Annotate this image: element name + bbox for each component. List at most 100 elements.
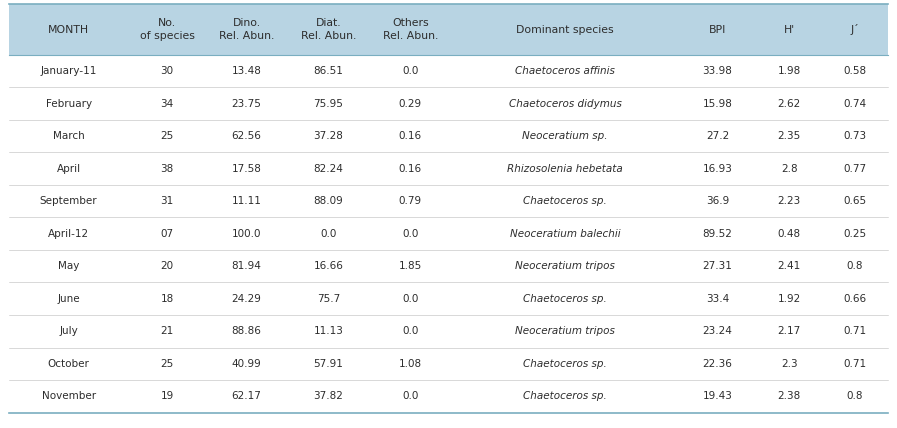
Text: 0.0: 0.0	[402, 326, 419, 336]
Text: Neoceratium balechii: Neoceratium balechii	[509, 229, 621, 239]
Bar	[9, 152, 888, 185]
Text: March: March	[53, 131, 84, 141]
Text: 34: 34	[161, 98, 174, 109]
Text: 0.65: 0.65	[843, 196, 867, 206]
Text: 30: 30	[161, 66, 174, 76]
Text: 0.0: 0.0	[402, 229, 419, 239]
Text: 22.36: 22.36	[702, 359, 732, 369]
Text: 0.25: 0.25	[843, 229, 867, 239]
Text: 0.74: 0.74	[843, 98, 867, 109]
Text: 75.95: 75.95	[314, 98, 344, 109]
Text: 62.17: 62.17	[231, 391, 262, 401]
Text: 36.9: 36.9	[706, 196, 729, 206]
Text: 13.48: 13.48	[231, 66, 262, 76]
Text: 0.58: 0.58	[843, 66, 867, 76]
Text: 1.08: 1.08	[399, 359, 422, 369]
Text: 31: 31	[161, 196, 174, 206]
Text: 2.38: 2.38	[778, 391, 801, 401]
Text: Chaetoceros didymus: Chaetoceros didymus	[509, 98, 622, 109]
Bar	[9, 87, 888, 120]
Text: 2.17: 2.17	[778, 326, 801, 336]
Text: 11.13: 11.13	[314, 326, 344, 336]
Text: 1.85: 1.85	[399, 261, 422, 271]
Text: July: July	[59, 326, 78, 336]
Text: Neoceratium tripos: Neoceratium tripos	[515, 261, 615, 271]
Text: 24.29: 24.29	[231, 294, 262, 304]
Text: 0.8: 0.8	[847, 391, 863, 401]
Text: 0.0: 0.0	[320, 229, 336, 239]
Text: Chaetoceros sp.: Chaetoceros sp.	[523, 391, 607, 401]
Text: Neoceratium sp.: Neoceratium sp.	[522, 131, 608, 141]
Text: May: May	[58, 261, 79, 271]
Text: 100.0: 100.0	[232, 229, 261, 239]
Text: No.
of species: No. of species	[140, 18, 195, 41]
Text: 88.09: 88.09	[314, 196, 344, 206]
Text: 33.98: 33.98	[702, 66, 732, 76]
Text: 0.79: 0.79	[399, 196, 422, 206]
Bar	[9, 250, 888, 282]
Bar	[9, 315, 888, 348]
Text: 86.51: 86.51	[314, 66, 344, 76]
Text: 27.2: 27.2	[706, 131, 729, 141]
Text: February: February	[46, 98, 91, 109]
Text: 82.24: 82.24	[314, 163, 344, 174]
Text: J´: J´	[850, 24, 859, 35]
Text: 0.73: 0.73	[843, 131, 867, 141]
Text: 0.71: 0.71	[843, 326, 867, 336]
Text: Diat.
Rel. Abun.: Diat. Rel. Abun.	[300, 18, 356, 41]
Text: September: September	[39, 196, 98, 206]
Text: 15.98: 15.98	[702, 98, 732, 109]
Text: 0.29: 0.29	[399, 98, 422, 109]
Text: 07: 07	[161, 229, 174, 239]
Text: 1.92: 1.92	[778, 294, 801, 304]
Text: 18: 18	[161, 294, 174, 304]
Text: 16.93: 16.93	[702, 163, 732, 174]
Text: Chaetoceros sp.: Chaetoceros sp.	[523, 294, 607, 304]
Bar	[9, 217, 888, 250]
Text: 37.82: 37.82	[314, 391, 344, 401]
Text: October: October	[48, 359, 90, 369]
Text: 88.86: 88.86	[231, 326, 262, 336]
Text: November: November	[41, 391, 96, 401]
Text: Chaetoceros sp.: Chaetoceros sp.	[523, 359, 607, 369]
Text: 0.16: 0.16	[399, 163, 422, 174]
Text: 2.41: 2.41	[778, 261, 801, 271]
Text: 37.28: 37.28	[314, 131, 344, 141]
Text: 81.94: 81.94	[231, 261, 262, 271]
Text: 0.48: 0.48	[778, 229, 801, 239]
Text: 0.8: 0.8	[847, 261, 863, 271]
Text: Chaetoceros sp.: Chaetoceros sp.	[523, 196, 607, 206]
Text: April-12: April-12	[48, 229, 89, 239]
Text: BPI: BPI	[709, 24, 727, 35]
Text: 57.91: 57.91	[314, 359, 344, 369]
Text: Others
Rel. Abun.: Others Rel. Abun.	[383, 18, 438, 41]
Text: Neoceratium tripos: Neoceratium tripos	[515, 326, 615, 336]
Text: January-11: January-11	[40, 66, 97, 76]
Text: Dominant species: Dominant species	[517, 24, 614, 35]
Text: 23.24: 23.24	[702, 326, 732, 336]
Bar	[9, 348, 888, 380]
Text: June: June	[57, 294, 80, 304]
Text: Chaetoceros affinis: Chaetoceros affinis	[515, 66, 615, 76]
Text: MONTH: MONTH	[48, 24, 89, 35]
Text: Rhizosolenia hebetata: Rhizosolenia hebetata	[507, 163, 623, 174]
Text: 11.11: 11.11	[231, 196, 262, 206]
Text: 2.23: 2.23	[778, 196, 801, 206]
Text: 25: 25	[161, 359, 174, 369]
Text: 0.16: 0.16	[399, 131, 422, 141]
Text: 33.4: 33.4	[706, 294, 729, 304]
Bar	[9, 185, 888, 217]
Bar	[9, 55, 888, 87]
Text: 0.0: 0.0	[402, 391, 419, 401]
Text: 62.56: 62.56	[231, 131, 262, 141]
Text: 17.58: 17.58	[231, 163, 262, 174]
Bar	[9, 282, 888, 315]
Bar	[9, 120, 888, 152]
Text: 0.71: 0.71	[843, 359, 867, 369]
Text: 75.7: 75.7	[317, 294, 340, 304]
Text: H': H'	[784, 24, 795, 35]
Text: 0.77: 0.77	[843, 163, 867, 174]
Text: 23.75: 23.75	[231, 98, 262, 109]
Text: 2.62: 2.62	[778, 98, 801, 109]
Text: Dino.
Rel. Abun.: Dino. Rel. Abun.	[219, 18, 274, 41]
